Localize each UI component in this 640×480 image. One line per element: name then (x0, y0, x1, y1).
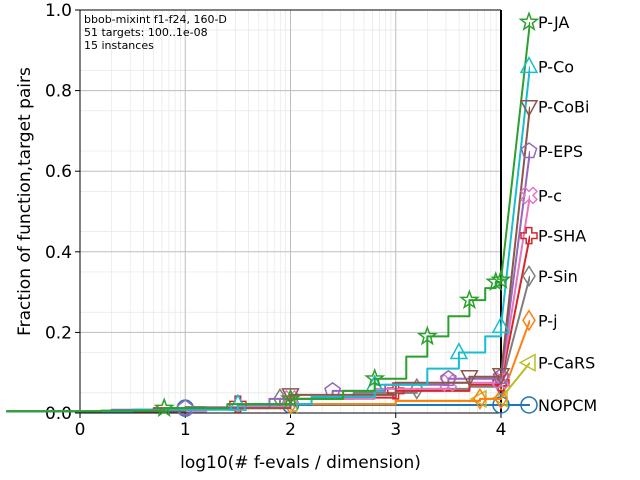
x-tick-label: 3 (390, 420, 401, 440)
legend-label: P-JA (538, 13, 569, 32)
y-tick-label: 1.0 (45, 1, 72, 21)
plot-annotation: 15 instances (84, 39, 154, 52)
y-axis-label: Fraction of function,target pairs (15, 67, 35, 336)
legend-label: NOPCM (538, 396, 597, 415)
series-p-co (6, 66, 530, 413)
data-point-marker (490, 268, 512, 289)
data-point-marker (494, 387, 508, 410)
x-tick-label: 2 (285, 420, 296, 440)
data-point-marker (491, 367, 511, 386)
y-tick-label: 0.0 (45, 404, 72, 424)
legend-marker (519, 99, 539, 118)
legend-marker (520, 226, 538, 245)
series-line (6, 106, 530, 413)
series-line (6, 21, 530, 413)
plot-annotation: 51 targets: 100..1e-08 (84, 26, 208, 39)
legend-marker (518, 11, 540, 32)
series-p-cobi (6, 106, 530, 413)
legend-label: P-EPS (538, 142, 583, 161)
legend-marker (522, 309, 536, 332)
data-point-marker (491, 315, 511, 334)
legend-label: P-CoBi (538, 98, 589, 117)
y-tick-label: 0.8 (45, 82, 72, 102)
series-line (6, 319, 530, 413)
series-p-j (6, 319, 530, 413)
legend-label: P-j (538, 311, 558, 330)
plot-annotation: bbob-mixint f1-f24, 160-D (84, 13, 227, 26)
legend-label: P-Co (538, 57, 574, 76)
legend-marker (520, 142, 538, 159)
data-point-marker (458, 289, 480, 310)
legend-label: P-Sin (538, 267, 578, 286)
series-line (6, 66, 530, 413)
data-point-marker (460, 369, 479, 388)
x-tick-label: 4 (496, 420, 507, 440)
legend-marker (518, 353, 536, 372)
legend-marker (522, 264, 536, 287)
y-tick-label: 0.4 (45, 243, 72, 263)
legend-label: P-c (538, 186, 562, 205)
data-point-marker (153, 397, 175, 418)
legend-marker (519, 186, 539, 205)
legend-label: P-CaRS (538, 354, 595, 373)
data-point-marker (228, 393, 248, 411)
data-point-marker (449, 342, 469, 360)
data-point-marker (280, 387, 301, 408)
data-point-marker (473, 387, 487, 410)
y-tick-label: 0.2 (45, 323, 72, 343)
data-point-marker (364, 367, 386, 388)
x-tick-label: 1 (180, 420, 191, 440)
y-tick-label: 0.6 (45, 162, 72, 182)
legend-marker (519, 56, 539, 74)
x-axis-label: log10(# f-evals / dimension) (180, 453, 421, 473)
x-tick-label: 0 (75, 420, 86, 440)
data-point-marker (439, 369, 457, 386)
data-point-marker (176, 399, 194, 416)
legend-marker (520, 396, 538, 414)
data-point-marker (416, 325, 438, 346)
series-p-ja (6, 21, 530, 413)
data-point-marker (492, 374, 510, 392)
legend-label: P-SHA (538, 227, 586, 246)
